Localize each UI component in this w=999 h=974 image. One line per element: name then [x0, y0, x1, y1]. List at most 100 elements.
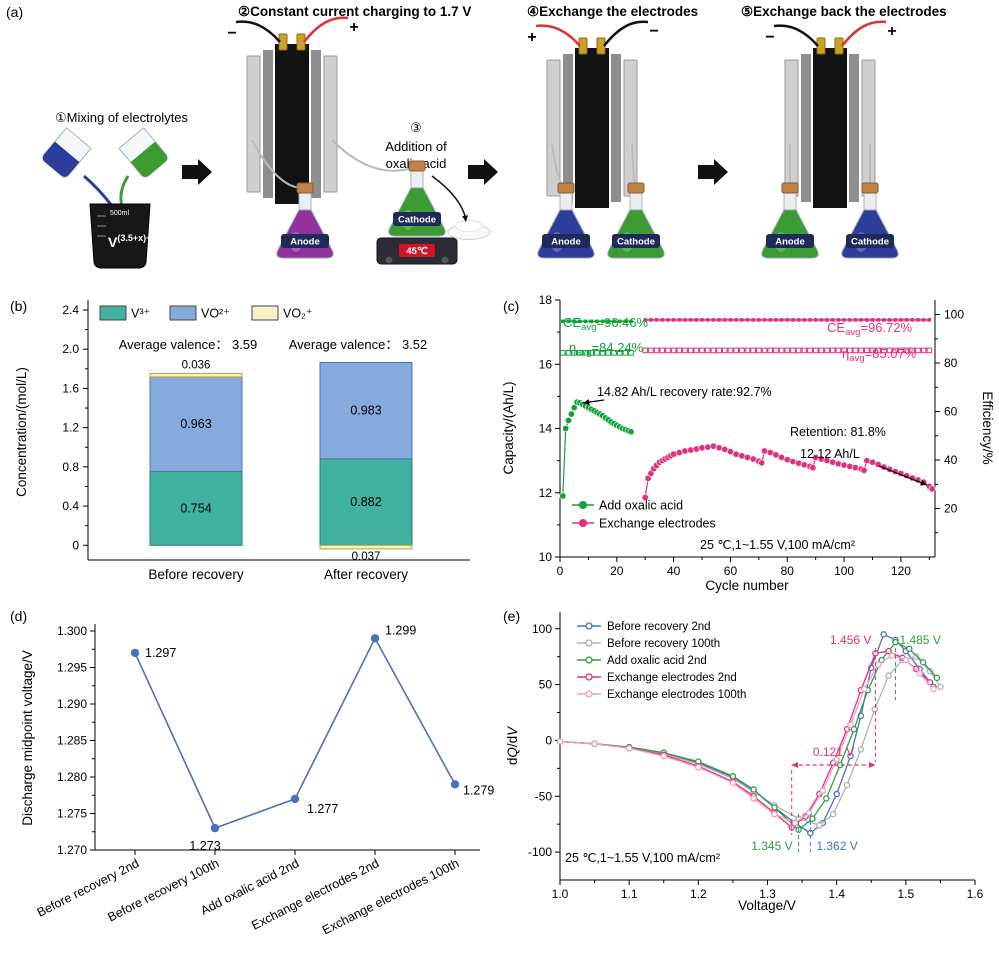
- data-point: [210, 823, 220, 833]
- y-tick-label: 14: [539, 422, 553, 436]
- marker-exchange-electrodes-energy-efficiency: [716, 347, 722, 354]
- flask-cork: [296, 182, 314, 194]
- marker-exchange-electrodes-100th: [888, 652, 896, 659]
- marker-add-oxalic-acid-2nd: [809, 815, 816, 822]
- arrow-head: [791, 762, 799, 768]
- legend-label: VO₂⁺: [283, 307, 313, 321]
- x-tick-label: 60: [724, 564, 738, 578]
- marker-add-oxalic-acid-2nd: [729, 772, 737, 780]
- hotplate-display: [399, 244, 435, 257]
- bar-segment: [319, 544, 413, 550]
- terminal-bolt: [596, 37, 606, 55]
- marker-add-oxalic-acid-energy-efficiency: [616, 350, 623, 356]
- marker-exchange-electrodes-energy-efficiency: [841, 347, 847, 354]
- marker-exchange-electrodes-coulombic-efficiency: [870, 318, 875, 322]
- data-point: [370, 634, 380, 643]
- annotation-final-capacity: 12.12 Ah/L: [800, 447, 860, 461]
- x-axis-title: Cycle number: [705, 578, 789, 593]
- marker-exchange-electrodes-energy-efficiency: [886, 347, 893, 354]
- marker-exchange-electrodes-energy-efficiency: [881, 347, 887, 354]
- y-tick-label: 18: [539, 293, 553, 307]
- data-point: [450, 780, 460, 789]
- annotation-peak-green: 1.485 V: [899, 633, 940, 647]
- marker-exchange-electrodes-energy-efficiency: [704, 347, 711, 354]
- segment-value: 0.036: [182, 359, 211, 371]
- average-valence-label: Average valence： 3.59: [119, 337, 258, 352]
- annotation-ce-pink: CEavg=96.72%: [827, 320, 913, 338]
- step-arrow: [468, 159, 498, 185]
- marker-exchange-electrodes-energy-efficiency: [676, 347, 683, 354]
- annotation-min-green: 1.345 V: [751, 839, 792, 853]
- marker-exchange-electrodes-100th: [930, 685, 937, 693]
- flask: Anode: [276, 182, 334, 259]
- marker-exchange-electrodes-coulombic-efficiency: [722, 318, 727, 322]
- flask-label-band: [393, 212, 441, 226]
- y-tick-label: 1.290: [57, 697, 87, 711]
- marker-exchange-electrodes-coulombic-efficiency: [751, 318, 755, 322]
- marker-exchange-electrodes-energy-efficiency: [846, 347, 853, 354]
- marker-exchange-electrodes-coulombic-efficiency: [654, 318, 659, 322]
- marker-add-oxalic-acid-2nd: [823, 795, 830, 802]
- legend-label: Before recovery 2nd: [607, 621, 711, 633]
- y-axis-title: Discharge midpoint voltage/V: [20, 650, 35, 826]
- cell-wire-right: [603, 20, 649, 47]
- marker-exchange-electrodes-100th: [660, 752, 667, 760]
- marker-exchange-electrodes-coulombic-efficiency: [700, 318, 704, 322]
- category-label: After recovery: [324, 567, 408, 582]
- legend-marker: [579, 519, 587, 527]
- marker-add-oxalic-acid-energy-efficiency: [622, 350, 629, 356]
- marker-add-oxalic-acid-coulombic-efficiency: [561, 319, 565, 324]
- marker-exchange-electrodes-energy-efficiency: [784, 347, 791, 354]
- marker-exchange-electrodes-100th: [861, 685, 868, 693]
- annotation-eta-pink: ηavg=85.07%: [842, 346, 917, 364]
- polarity-sign-right: −: [649, 23, 658, 40]
- marker-add-oxalic-acid-energy-efficiency: [560, 350, 566, 356]
- marker-exchange-electrodes-capacity: [851, 464, 859, 472]
- legend-label: VO²⁺: [201, 307, 230, 321]
- panel-b-letter: (b): [10, 298, 28, 314]
- flask-label-band: [846, 234, 894, 248]
- marker-exchange-electrodes-energy-efficiency: [915, 347, 921, 354]
- marker-exchange-electrodes-energy-efficiency: [659, 347, 666, 354]
- marker-exchange-electrodes-capacity: [772, 451, 780, 459]
- marker-before-recovery-100th: [857, 746, 865, 753]
- marker-add-oxalic-acid-coulombic-efficiency: [617, 319, 622, 324]
- x-tick-label: 80: [781, 564, 795, 578]
- terminal-bolt: [578, 37, 588, 55]
- marker-exchange-electrodes-energy-efficiency: [710, 347, 717, 354]
- marker-exchange-electrodes-energy-efficiency: [648, 347, 654, 354]
- panel-a-letter: (a): [6, 4, 24, 20]
- y-tick-label: 1.6: [62, 381, 79, 395]
- marker-exchange-electrodes-100th: [771, 810, 778, 818]
- step-arrow: [182, 159, 212, 185]
- legend-marker: [585, 656, 593, 664]
- legend-label: Exchange electrodes 100th: [607, 689, 746, 701]
- marker-exchange-electrodes-capacity: [840, 461, 848, 469]
- marker-exchange-electrodes-energy-efficiency: [801, 347, 808, 354]
- marker-exchange-electrodes-coulombic-efficiency: [683, 318, 687, 322]
- point-value-label: 1.273: [189, 839, 220, 853]
- legend-swatch: [251, 305, 279, 321]
- marker-exchange-electrodes-100th: [556, 738, 564, 745]
- y-tick-label: 1.295: [57, 661, 87, 675]
- marker-add-oxalic-acid-energy-efficiency: [588, 350, 595, 356]
- marker-add-oxalic-acid-energy-efficiency: [594, 350, 600, 356]
- panel-a-process-diagram: ②Constant current charging to 1.7 V ④Exch…: [42, 4, 947, 269]
- legend-label: Add oxalic acid: [599, 499, 683, 513]
- x-tick-label: 1.4: [828, 887, 845, 901]
- marker-exchange-electrodes-100th: [874, 661, 882, 668]
- end-plate-left: [246, 55, 261, 193]
- marker-exchange-electrodes-energy-efficiency: [909, 347, 916, 354]
- marker-add-oxalic-acid-2nd: [919, 659, 927, 666]
- frame-plate-left: [563, 54, 573, 202]
- marker-add-oxalic-acid-coulombic-efficiency: [583, 319, 588, 324]
- marker-exchange-electrodes-energy-efficiency: [756, 347, 762, 354]
- y-tick-label: 10: [539, 550, 553, 564]
- annotation-delta: 0.121 V: [813, 745, 854, 759]
- electrode-stack: [575, 48, 609, 208]
- flask-label-0: Anode: [290, 237, 320, 248]
- marker-exchange-electrodes-coulombic-efficiency: [830, 318, 835, 322]
- y-tick-label: 1.270: [57, 843, 87, 857]
- polarity-sign-right: +: [887, 23, 896, 40]
- marker-exchange-electrodes-capacity: [641, 494, 649, 502]
